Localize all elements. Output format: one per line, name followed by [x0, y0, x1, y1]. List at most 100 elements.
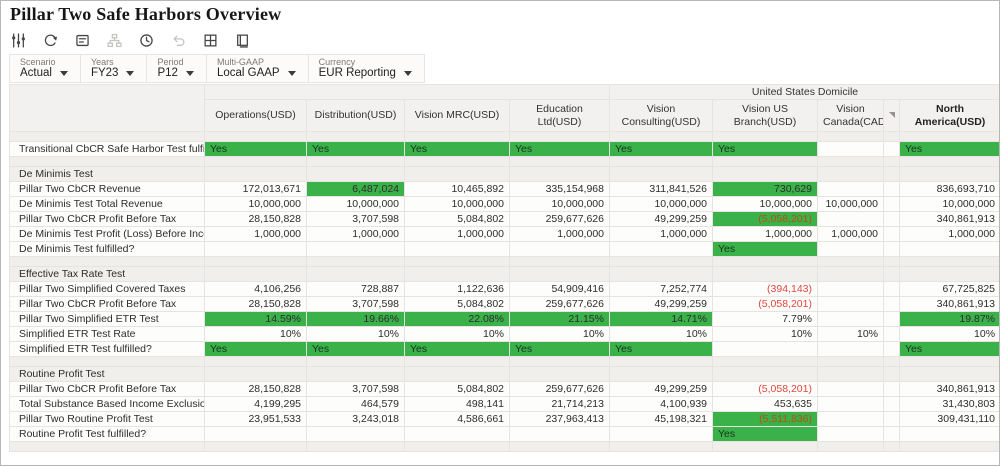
cell[interactable]: 453,635 [712, 396, 818, 412]
cell[interactable]: 10% [609, 326, 713, 342]
row-label[interactable]: Transitional CbCR Safe Harbor Test fulfi… [9, 141, 205, 157]
row-label[interactable]: Simplified ETR Test fulfilled? [9, 341, 205, 357]
cell[interactable]: 1,000,000 [306, 226, 405, 242]
row-label[interactable]: Total Substance Based Income Exclusion [9, 396, 205, 412]
cell[interactable] [306, 426, 405, 442]
row-label[interactable]: Pillar Two CbCR Revenue [9, 181, 205, 197]
cell[interactable]: 10,465,892 [404, 181, 510, 197]
cell[interactable]: (394,143) [712, 281, 818, 297]
cell[interactable]: 10,000,000 [817, 196, 884, 212]
cell[interactable]: 10% [898, 326, 999, 342]
cell[interactable]: 237,963,413 [509, 411, 610, 427]
cell[interactable]: 340,861,913 [898, 296, 999, 312]
cell[interactable]: 730,629 [712, 181, 818, 197]
cell[interactable] [883, 381, 900, 397]
cell[interactable]: 259,677,626 [509, 296, 610, 312]
row-label[interactable]: Simplified ETR Test Rate [9, 326, 205, 342]
cell[interactable] [817, 241, 884, 257]
cell[interactable] [404, 426, 510, 442]
cell[interactable] [883, 241, 900, 257]
pov-period[interactable]: Period P12 [147, 54, 207, 83]
cell[interactable] [883, 281, 900, 297]
cell[interactable]: 45,198,321 [609, 411, 713, 427]
cell[interactable]: 10,000,000 [898, 196, 999, 212]
cell[interactable] [204, 241, 307, 257]
cell[interactable] [817, 141, 884, 157]
cell[interactable]: 5,084,802 [404, 381, 510, 397]
row-label[interactable]: Pillar Two CbCR Profit Before Tax [9, 296, 205, 312]
cell[interactable]: 1,000,000 [712, 226, 818, 242]
cell[interactable]: (5,058,201) [712, 211, 818, 227]
refresh-icon[interactable] [42, 32, 59, 49]
chevron-down-icon[interactable] [126, 70, 135, 76]
column-header[interactable]: Education Ltd(USD) [509, 99, 610, 132]
column-header[interactable]: Vision MRC(USD) [404, 99, 510, 132]
cell[interactable]: Yes [898, 341, 999, 357]
chevron-down-icon[interactable] [403, 70, 412, 76]
cell[interactable] [883, 426, 900, 442]
cell[interactable] [817, 411, 884, 427]
cell[interactable]: 7,252,774 [609, 281, 713, 297]
cell[interactable]: (5,058,201) [712, 296, 818, 312]
cell[interactable] [883, 396, 900, 412]
row-label[interactable]: Pillar Two Simplified Covered Taxes [9, 281, 205, 297]
cell[interactable] [898, 241, 999, 257]
grid-options-icon[interactable] [202, 32, 219, 49]
cell[interactable]: 728,887 [306, 281, 405, 297]
cell[interactable] [204, 426, 307, 442]
cell[interactable] [817, 296, 884, 312]
cell[interactable]: 6,487,024 [306, 181, 405, 197]
row-label[interactable]: De Minimis Test fulfilled? [9, 241, 205, 257]
cell[interactable] [817, 341, 884, 357]
cell[interactable]: 10,000,000 [609, 196, 713, 212]
cell[interactable] [306, 241, 405, 257]
pov-years[interactable]: Years FY23 [80, 54, 148, 83]
cell[interactable]: 49,299,259 [609, 211, 713, 227]
cell[interactable]: 464,579 [306, 396, 405, 412]
cell[interactable]: 1,000,000 [898, 226, 999, 242]
cell[interactable]: Yes [712, 426, 818, 442]
cell[interactable]: 1,122,636 [404, 281, 510, 297]
cell[interactable]: 1,000,000 [509, 226, 610, 242]
cell[interactable] [817, 281, 884, 297]
cell[interactable]: Yes [306, 341, 405, 357]
history-icon[interactable] [138, 32, 155, 49]
column-header[interactable]: Distribution(USD) [306, 99, 405, 132]
cell[interactable]: 340,861,913 [898, 211, 999, 227]
cell[interactable] [883, 226, 900, 242]
cell[interactable]: 10,000,000 [509, 196, 610, 212]
cell[interactable]: 21.15% [509, 311, 610, 327]
cell[interactable]: 259,677,626 [509, 381, 610, 397]
cell[interactable]: 28,150,828 [204, 296, 307, 312]
section-label[interactable]: De Minimis Test [9, 166, 205, 182]
cell[interactable]: 28,150,828 [204, 211, 307, 227]
cell[interactable] [883, 211, 900, 227]
cell[interactable] [817, 426, 884, 442]
cell[interactable] [817, 381, 884, 397]
row-label[interactable]: Pillar Two CbCR Profit Before Tax [9, 381, 205, 397]
cell[interactable]: 10% [712, 326, 818, 342]
cell[interactable]: 28,150,828 [204, 381, 307, 397]
cell[interactable]: 172,013,671 [204, 181, 307, 197]
cell[interactable]: 14.71% [609, 311, 713, 327]
cell[interactable]: 7.79% [712, 311, 818, 327]
cell[interactable]: 22.08% [404, 311, 510, 327]
chevron-down-icon[interactable] [287, 70, 296, 76]
cell[interactable]: 31,430,803 [898, 396, 999, 412]
cell[interactable]: 4,199,295 [204, 396, 307, 412]
cell[interactable]: Yes [712, 141, 818, 157]
adjust-pov-icon[interactable] [10, 32, 27, 49]
cell[interactable]: 3,243,018 [306, 411, 405, 427]
cell[interactable]: 10,000,000 [204, 196, 307, 212]
cell[interactable]: Yes [306, 141, 405, 157]
pov-multigaap[interactable]: Multi-GAAP Local GAAP [206, 54, 309, 83]
cell[interactable]: Yes [509, 141, 610, 157]
cell[interactable]: Yes [712, 241, 818, 257]
chevron-down-icon[interactable] [185, 70, 194, 76]
cell[interactable]: 3,707,598 [306, 381, 405, 397]
cell[interactable]: 4,100,939 [609, 396, 713, 412]
cell[interactable] [817, 211, 884, 227]
cell[interactable]: 5,084,802 [404, 296, 510, 312]
cell[interactable]: 10% [509, 326, 610, 342]
cell[interactable]: 23,951,533 [204, 411, 307, 427]
